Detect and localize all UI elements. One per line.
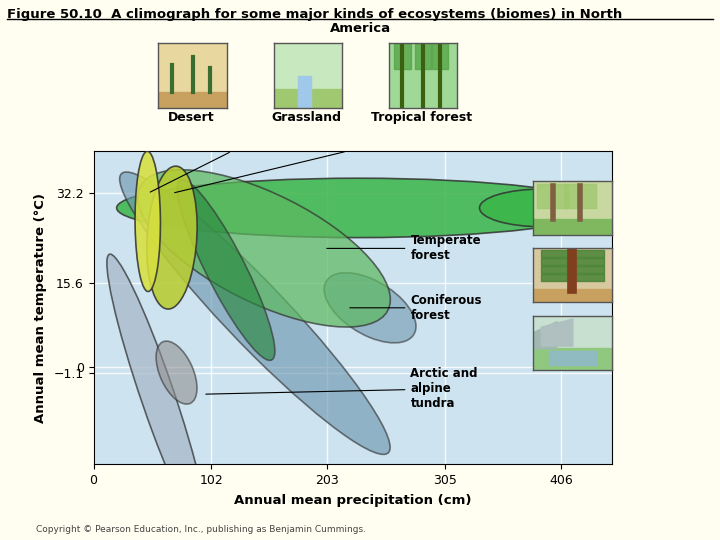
Ellipse shape xyxy=(156,341,197,404)
Text: Temperate
forest: Temperate forest xyxy=(327,234,481,262)
Ellipse shape xyxy=(147,166,197,309)
Y-axis label: Annual mean temperature (°C): Annual mean temperature (°C) xyxy=(34,193,47,423)
Text: America: America xyxy=(330,22,390,35)
Text: Copyright © Pearson Education, Inc., publishing as Benjamin Cummings.: Copyright © Pearson Education, Inc., pub… xyxy=(36,525,366,534)
Ellipse shape xyxy=(324,273,416,343)
Text: Coniferous
forest: Coniferous forest xyxy=(350,294,482,322)
Text: Figure 50.10  A climograph for some major kinds of ecosystems (biomes) in North: Figure 50.10 A climograph for some major… xyxy=(7,8,623,21)
Text: Arctic and
alpine
tundra: Arctic and alpine tundra xyxy=(206,367,478,410)
Ellipse shape xyxy=(177,180,275,360)
Text: Tropical forest: Tropical forest xyxy=(371,111,472,124)
Ellipse shape xyxy=(138,170,390,327)
Text: Grassland: Grassland xyxy=(271,111,341,124)
Ellipse shape xyxy=(120,172,390,454)
Ellipse shape xyxy=(135,151,161,292)
Ellipse shape xyxy=(480,189,606,227)
Text: Desert: Desert xyxy=(168,111,214,124)
X-axis label: Annual mean precipitation (cm): Annual mean precipitation (cm) xyxy=(234,494,472,507)
Ellipse shape xyxy=(117,178,600,238)
Ellipse shape xyxy=(107,254,207,534)
